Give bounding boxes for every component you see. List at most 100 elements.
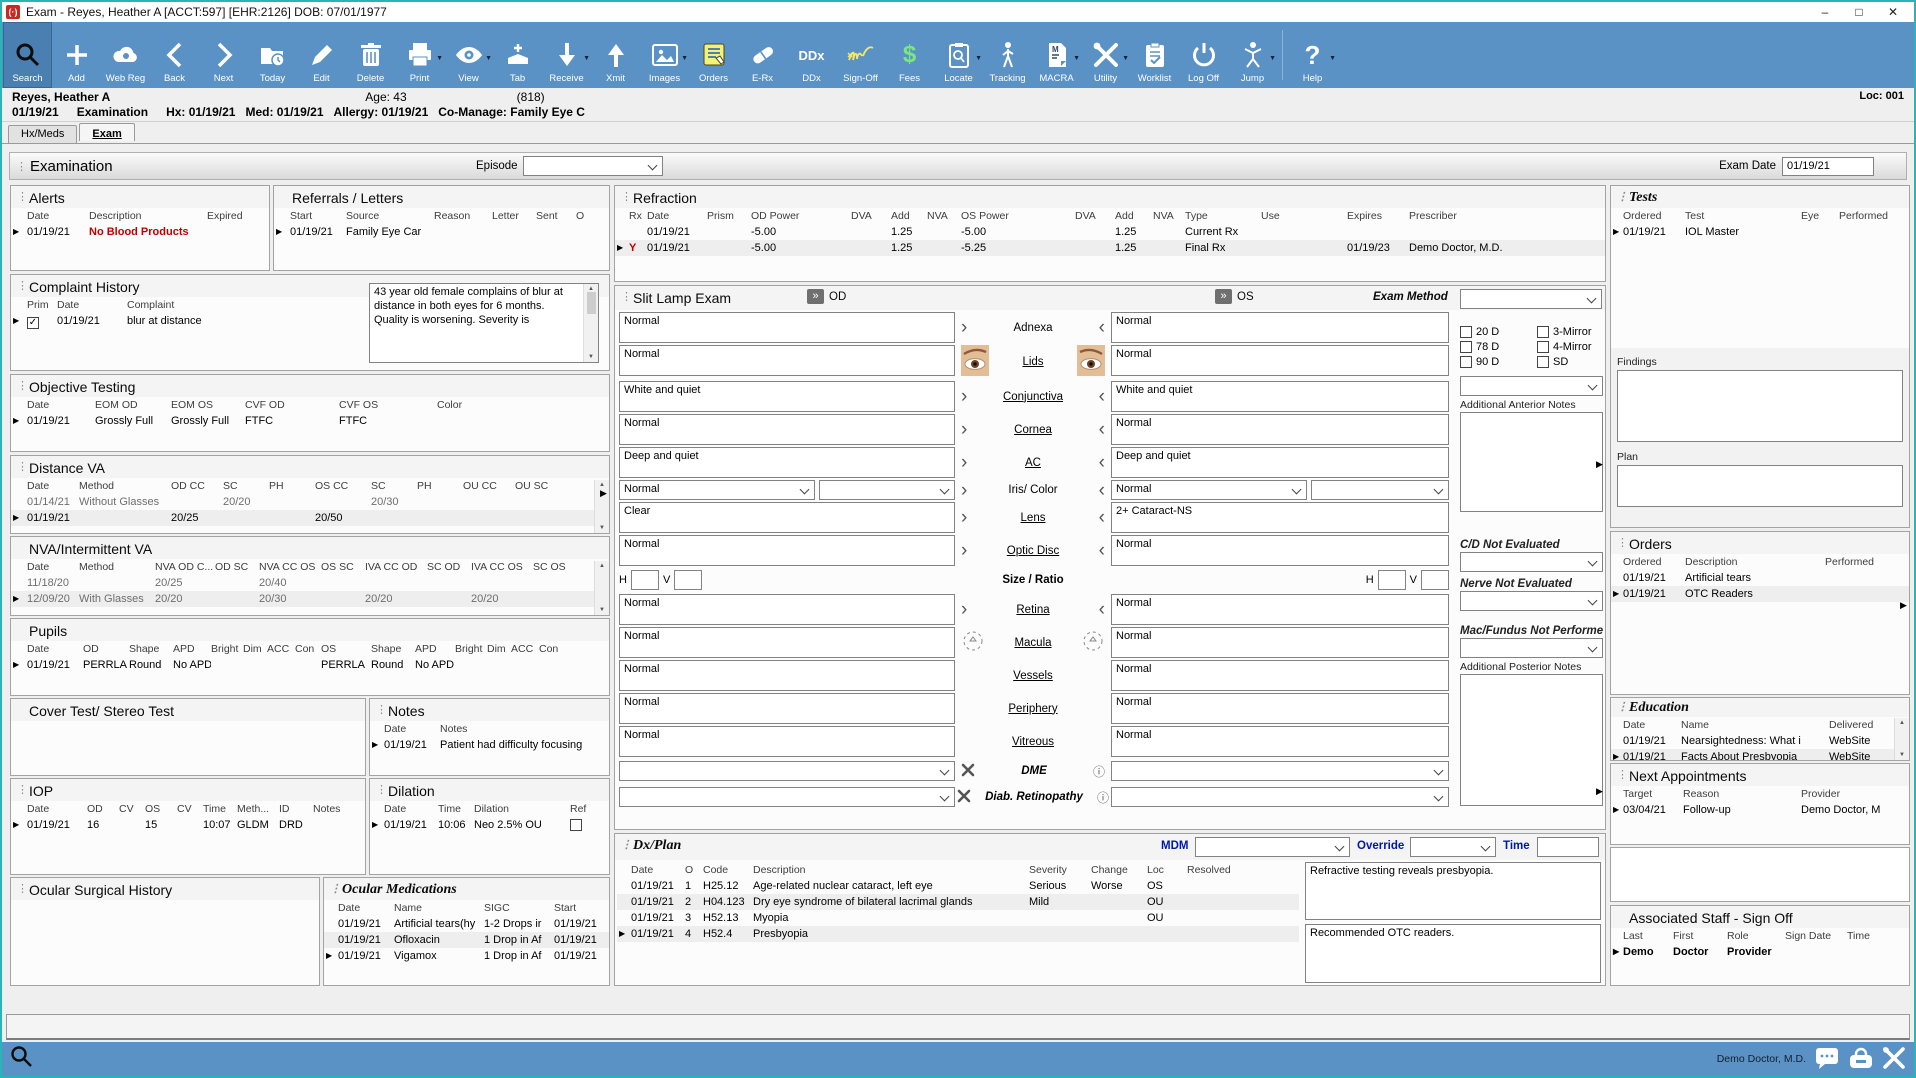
toolbar-view-button[interactable]: View ▼ (444, 22, 493, 88)
copy-to-os-arrow[interactable]: ‹ (1098, 317, 1105, 338)
dropdown-arrow-icon[interactable]: ▼ (681, 55, 688, 62)
nva-row[interactable]: ▶ 12/09/20 With Glasses 20/20 20/30 20/20 20/2… (11, 591, 609, 607)
gonio-3mirror-checkbox[interactable] (1537, 326, 1549, 338)
slitlamp-os-macula[interactable]: Normal (1111, 627, 1449, 658)
drag-grip-icon[interactable]: ⋮ (621, 291, 632, 303)
slitlamp-label-periphery[interactable]: Periphery (1008, 702, 1058, 715)
dx-row[interactable]: 01/19/21 3 H52.13 Myopia OU (631, 912, 1164, 924)
dropdown-arrow-icon[interactable]: ▼ (583, 55, 590, 62)
toolbar-next-button[interactable]: Next (199, 22, 248, 88)
slitlamp-os-cornea[interactable]: Normal (1111, 414, 1449, 445)
slitlamp-os-iris-color-dropdown[interactable] (1311, 480, 1449, 500)
alert-row[interactable]: ▶ 01/19/21 No Blood Products (13, 226, 189, 238)
copy-to-os-arrow[interactable]: ‹ (1098, 419, 1105, 440)
toolbar-delete-button[interactable]: Delete (346, 22, 395, 88)
toolbar-macra-button[interactable]: M MACRA ▼ (1032, 22, 1081, 88)
appointment-row[interactable]: ▶ 03/04/21 Follow-up Demo Doctor, M (1613, 804, 1881, 816)
slitlamp-os-vitreous[interactable]: Normal (1111, 726, 1449, 757)
lock-icon[interactable] (1848, 1047, 1874, 1072)
toolbar-jump-button[interactable]: Jump ▼ (1228, 22, 1277, 88)
toolbar-tracking-button[interactable]: Tracking (983, 22, 1032, 88)
toolbar-erx-button[interactable]: E-Rx (738, 22, 787, 88)
message-icon[interactable] (1814, 1046, 1840, 1073)
copy-to-od-arrow[interactable]: › (961, 540, 968, 561)
toolbar-search-button[interactable]: Search (3, 22, 52, 88)
gonio-4mirror-checkbox[interactable] (1537, 341, 1549, 353)
dilation-row[interactable]: ▶ 01/19/21 10:06 Neo 2.5% OU (370, 817, 609, 833)
cd-dropdown[interactable] (1460, 552, 1603, 572)
os-eye-image[interactable] (1077, 345, 1105, 379)
copy-to-od-arrow[interactable]: › (961, 419, 968, 440)
copy-to-os-arrow[interactable]: ‹ (1098, 540, 1105, 561)
toolbar-today-button[interactable]: Today (248, 22, 297, 88)
drag-grip-icon[interactable]: ⋮ (17, 784, 28, 796)
slitlamp-os-periphery[interactable]: Normal (1111, 693, 1449, 724)
mac-fundus-dropdown[interactable] (1460, 638, 1603, 658)
maximize-button[interactable]: □ (1855, 5, 1863, 19)
status-search-icon[interactable] (10, 1045, 34, 1074)
additional-anterior-notes-input[interactable] (1460, 412, 1603, 512)
drag-grip-icon[interactable]: ⋮ (1617, 191, 1628, 203)
toolbar-receive-button[interactable]: Receive ▼ (542, 22, 591, 88)
slitlamp-od-vessels[interactable]: Normal (619, 660, 955, 691)
slitlamp-label-ac[interactable]: AC (1025, 456, 1041, 469)
drag-grip-icon[interactable]: ⋮ (330, 883, 341, 895)
od-eye-image[interactable] (961, 345, 989, 379)
slitlamp-os-retina[interactable]: Normal (1111, 594, 1449, 625)
slitlamp-os-lens[interactable]: 2+ Cataract-NS (1111, 502, 1449, 533)
gonio-20d-checkbox[interactable] (1460, 326, 1472, 338)
dme-tools-icon[interactable] (961, 763, 975, 780)
od-expand-button[interactable]: » (807, 289, 824, 304)
slitlamp-od-iris-color-dropdown[interactable] (819, 480, 955, 500)
nva-row[interactable]: 11/18/20 20/25 20/40 (27, 577, 287, 589)
exam-date-input[interactable] (1782, 156, 1874, 176)
time-input[interactable] (1537, 837, 1599, 857)
splitter-arrow[interactable]: ▶ (1596, 786, 1603, 796)
override-dropdown[interactable] (1410, 837, 1496, 857)
complaint-row[interactable]: ▶ ✓ 01/19/21 blur at distance (13, 315, 202, 329)
dropdown-arrow-icon[interactable]: ▼ (975, 55, 982, 62)
toolbar-add-button[interactable]: Add (52, 22, 101, 88)
toolbar-webreg-button[interactable]: Web Reg (101, 22, 150, 88)
mdm-note-box[interactable]: Refractive testing reveals presbyopia. (1305, 862, 1601, 920)
diab-retinopathy-tools-icon[interactable] (957, 789, 971, 806)
staff-row[interactable]: ▶ Demo Doctor Provider (1613, 946, 1772, 958)
medication-row[interactable]: ▶ 01/19/21 Vigamox 1 Drop in Af 01/19/21 (326, 950, 597, 962)
drag-grip-icon[interactable]: ⋮ (17, 461, 28, 473)
dme-od-dropdown[interactable] (619, 761, 955, 781)
refraction-row[interactable]: ▶ Y 01/19/21 -5.00 1.25 -5.25 1.25 Final Rx 01/1… (615, 240, 1605, 256)
slitlamp-od-adnexa[interactable]: Normal (619, 312, 955, 343)
slitlamp-os-conjunctiva[interactable]: White and quiet (1111, 381, 1449, 412)
drag-grip-icon[interactable]: ⋮ (17, 380, 28, 392)
dropdown-arrow-icon[interactable]: ▼ (1329, 55, 1336, 62)
slitlamp-os-ac[interactable]: Deep and quiet (1111, 447, 1449, 478)
slitlamp-od-conjunctiva[interactable]: White and quiet (619, 381, 955, 412)
drag-grip-icon[interactable]: ⋮ (376, 704, 387, 716)
slitlamp-label-optic-disc[interactable]: Optic Disc (1006, 544, 1060, 557)
splitter-arrow[interactable]: ▶ (600, 488, 607, 498)
os-expand-button[interactable]: » (1215, 289, 1232, 304)
toolbar-locate-button[interactable]: Locate ▼ (934, 22, 983, 88)
distance-va-row[interactable]: ▶ 01/19/21 20/25 20/50 (11, 510, 609, 526)
slitlamp-label-lids[interactable]: Lids (1022, 356, 1044, 368)
findings-input[interactable] (1617, 370, 1903, 442)
slitlamp-label-vitreous[interactable]: Vitreous (1012, 735, 1054, 748)
medication-row[interactable]: 01/19/21 Artificial tears(hy 1-2 Drops ir 0… (338, 918, 597, 930)
slitlamp-os-optic-disc[interactable]: Normal (1111, 535, 1449, 566)
slitlamp-od-ac[interactable]: Deep and quiet (619, 447, 955, 478)
appointment-notes-box[interactable] (1610, 847, 1910, 902)
ref-checkbox[interactable] (570, 818, 582, 831)
gonio-sd-checkbox[interactable] (1537, 356, 1549, 368)
drag-grip-icon[interactable]: ⋮ (1617, 701, 1628, 713)
slitlamp-od-vitreous[interactable]: Normal (619, 726, 955, 757)
slitlamp-od-lens[interactable]: Clear (619, 502, 955, 533)
copy-to-os-arrow[interactable]: ‹ (1098, 386, 1105, 407)
copy-to-od-arrow[interactable]: › (961, 479, 968, 501)
slitlamp-label-retina[interactable]: Retina (1016, 603, 1050, 616)
nerve-dropdown[interactable] (1460, 591, 1603, 611)
slitlamp-od-periphery[interactable]: Normal (619, 693, 955, 724)
referral-row[interactable]: ▶ 01/19/21 Family Eye Car (276, 226, 422, 238)
slitlamp-od-iris-dropdown[interactable]: Normal (619, 480, 815, 500)
toolbar-images-button[interactable]: Images ▼ (640, 22, 689, 88)
slitlamp-od-retina[interactable]: Normal (619, 594, 955, 625)
